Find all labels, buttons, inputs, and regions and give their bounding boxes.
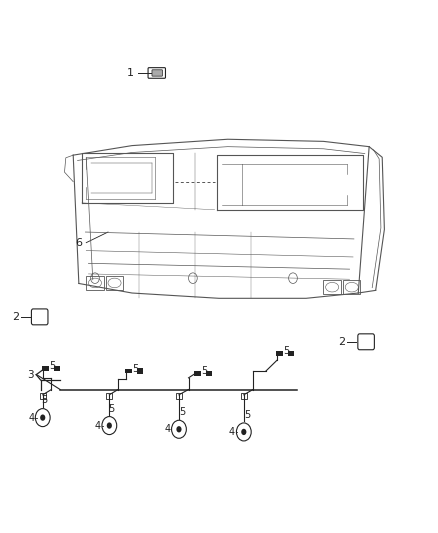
Bar (241, 393, 247, 399)
Bar (106, 276, 123, 290)
Circle shape (177, 426, 181, 432)
Bar (42, 366, 49, 370)
Text: 5: 5 (108, 403, 115, 414)
Bar (194, 371, 201, 376)
Bar (40, 393, 46, 399)
Bar (137, 368, 143, 374)
Bar (125, 368, 132, 373)
Text: 1: 1 (127, 68, 134, 78)
Bar (343, 280, 360, 294)
Text: 5: 5 (283, 346, 290, 357)
Circle shape (107, 423, 112, 429)
Bar (276, 351, 283, 356)
Text: 2: 2 (338, 337, 345, 347)
Bar (288, 351, 294, 356)
Text: 4: 4 (29, 413, 35, 423)
FancyBboxPatch shape (152, 70, 162, 76)
Bar (86, 276, 104, 290)
Bar (206, 371, 212, 376)
Text: 5: 5 (49, 361, 56, 371)
Bar (176, 393, 182, 399)
Text: 5: 5 (179, 407, 185, 417)
Text: 4: 4 (164, 424, 170, 434)
Text: 6: 6 (75, 238, 82, 248)
Circle shape (241, 429, 247, 435)
Text: 5: 5 (201, 367, 208, 376)
Text: 5: 5 (41, 395, 47, 405)
Text: 4: 4 (95, 421, 101, 431)
Bar (323, 280, 341, 294)
Text: 5: 5 (132, 364, 139, 374)
Bar (106, 393, 113, 399)
Text: 2: 2 (12, 312, 19, 322)
Text: 4: 4 (229, 427, 235, 437)
Bar (53, 366, 60, 371)
Text: 5: 5 (244, 410, 251, 420)
Circle shape (40, 415, 45, 421)
Text: 3: 3 (28, 370, 34, 380)
